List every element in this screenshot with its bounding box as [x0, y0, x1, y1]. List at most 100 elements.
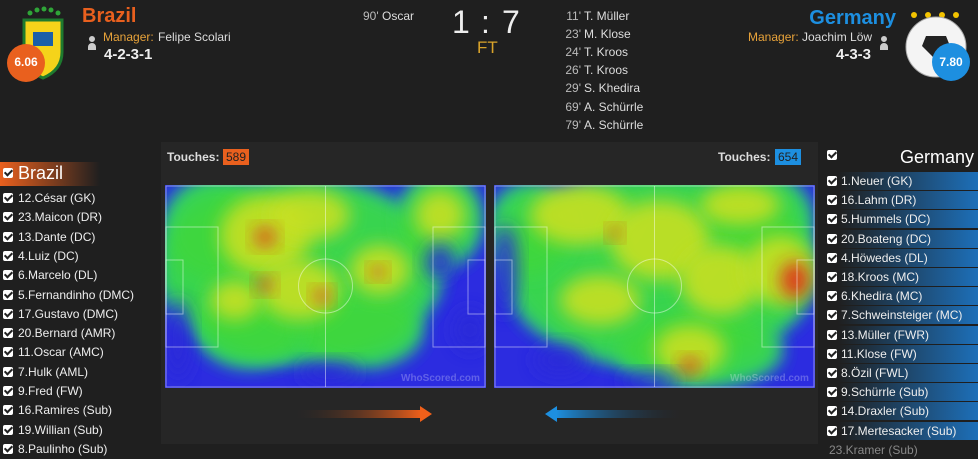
- manager-icon: [880, 36, 888, 50]
- away-list-title: Germany: [899, 147, 974, 167]
- goal-minute: 23': [565, 27, 581, 42]
- player-name: 1.Neuer (GK): [841, 174, 913, 188]
- heat-blob: [371, 266, 385, 278]
- brazil-stars: [27, 6, 61, 16]
- player-checkbox[interactable]: [3, 250, 13, 261]
- player-checkbox[interactable]: [3, 424, 13, 435]
- goal-scorer: M. Klose: [584, 27, 631, 42]
- pitch-line: [298, 258, 353, 314]
- away-manager: Joachim Löw: [802, 30, 873, 44]
- away-formation: 4-3-3: [836, 46, 872, 63]
- player-name: 13.Müller (FWR): [841, 327, 930, 342]
- player-row-bg: [838, 287, 978, 306]
- heat-blob: [300, 295, 420, 365]
- heat-blob: [257, 278, 273, 292]
- goal-minute: 26': [565, 63, 581, 78]
- heat-blob: [680, 358, 700, 374]
- heat-blob: [781, 262, 809, 298]
- heat-blob: [255, 228, 275, 246]
- player-name: 14.Draxler (Sub): [841, 404, 930, 419]
- home-select-all[interactable]: [3, 168, 13, 178]
- player-checkbox[interactable]: [3, 347, 13, 358]
- heatmap: [494, 185, 815, 388]
- player-row-bg: [838, 383, 978, 402]
- away-direction-arrow: [556, 410, 682, 418]
- player-checkbox[interactable]: [3, 308, 13, 319]
- heat-blob: [426, 244, 454, 280]
- score-separator: :: [481, 4, 490, 40]
- player-checkbox[interactable]: [827, 329, 837, 340]
- player-checkbox[interactable]: [3, 405, 13, 416]
- away-select-all[interactable]: [827, 150, 837, 160]
- player-checkbox[interactable]: [3, 212, 13, 223]
- goal-minute: 24': [565, 45, 581, 60]
- player-checkbox[interactable]: [827, 195, 837, 206]
- player-checkbox[interactable]: [3, 193, 13, 203]
- player-name: 4.Höwedes (DL): [841, 250, 928, 265]
- home-rating: 6.06: [14, 55, 38, 69]
- player-name: 23.Kramer (Sub): [829, 442, 918, 457]
- player-name: 17.Gustavo (DMC): [18, 306, 119, 321]
- player-name: 5.Fernandinho (DMC): [18, 287, 135, 302]
- player-checkbox[interactable]: [827, 425, 837, 436]
- heat-blob: [610, 200, 710, 280]
- pitch-line: [165, 259, 184, 315]
- player-checkbox[interactable]: [3, 443, 13, 454]
- player-row-bg: [838, 191, 978, 210]
- player-checkbox[interactable]: [827, 387, 837, 398]
- watermark: WhoScored.com: [401, 373, 480, 384]
- pitch-line: [761, 226, 815, 348]
- player-checkbox[interactable]: [3, 231, 13, 242]
- player-row-bg: [838, 172, 978, 190]
- player-checkbox[interactable]: [827, 252, 837, 263]
- goal-scorer: T. Kroos: [584, 63, 629, 78]
- player-checkbox[interactable]: [3, 366, 13, 377]
- pitch-line: [494, 259, 513, 315]
- player-name: 7.Schweinsteiger (MC): [841, 308, 963, 323]
- germany-stars: [911, 12, 959, 18]
- player-row-bg: [838, 248, 978, 267]
- home-team-name: Brazil: [82, 5, 137, 27]
- pitch-line: [494, 226, 548, 348]
- player-checkbox[interactable]: [827, 272, 837, 282]
- heat-blob: [700, 185, 780, 225]
- heat-blob: [530, 185, 630, 245]
- player-name: 11.Klose (FW): [841, 346, 917, 361]
- away-touches: 654: [775, 149, 802, 165]
- player-checkbox[interactable]: [3, 289, 13, 300]
- home-touches-label: Touches:: [167, 150, 220, 164]
- player-checkbox[interactable]: [827, 291, 837, 302]
- player-checkbox[interactable]: [827, 406, 837, 417]
- away-team-name: Germany: [809, 7, 896, 29]
- pitch-line: [627, 258, 682, 314]
- away-manager-label: Manager:: [748, 30, 799, 44]
- player-checkbox[interactable]: [827, 348, 837, 359]
- player-row-bg: [838, 421, 978, 440]
- player-checkbox[interactable]: [3, 386, 13, 396]
- player-name: 8.Paulinho (Sub): [18, 441, 108, 456]
- heat-blob: [494, 225, 517, 315]
- player-row-bg: [838, 268, 978, 286]
- player-checkbox[interactable]: [827, 214, 837, 225]
- player-name: 7.Hulk (AML): [18, 364, 89, 379]
- brazil-crest-band: [33, 32, 53, 46]
- player-row-bg: [838, 364, 978, 382]
- home-manager: Felipe Scolari: [158, 30, 231, 44]
- heat-blob: [609, 227, 621, 239]
- player-checkbox[interactable]: [827, 368, 837, 378]
- heat-blob: [455, 310, 485, 350]
- player-row-bg: [838, 344, 978, 363]
- goal-minute: 69': [565, 99, 581, 114]
- player-name: 13.Dante (DC): [18, 229, 96, 244]
- player-checkbox[interactable]: [3, 270, 13, 281]
- player-name: 5.Hummels (DC): [841, 212, 931, 227]
- player-checkbox[interactable]: [827, 310, 837, 321]
- heat-blob: [210, 280, 260, 320]
- player-checkbox[interactable]: [3, 328, 13, 339]
- player-row-bg: [838, 325, 978, 344]
- player-checkbox[interactable]: [827, 176, 837, 186]
- player-checkbox[interactable]: [827, 233, 837, 244]
- pitch-line: [796, 259, 815, 315]
- player-name: 11.Oscar (AMC): [18, 345, 104, 360]
